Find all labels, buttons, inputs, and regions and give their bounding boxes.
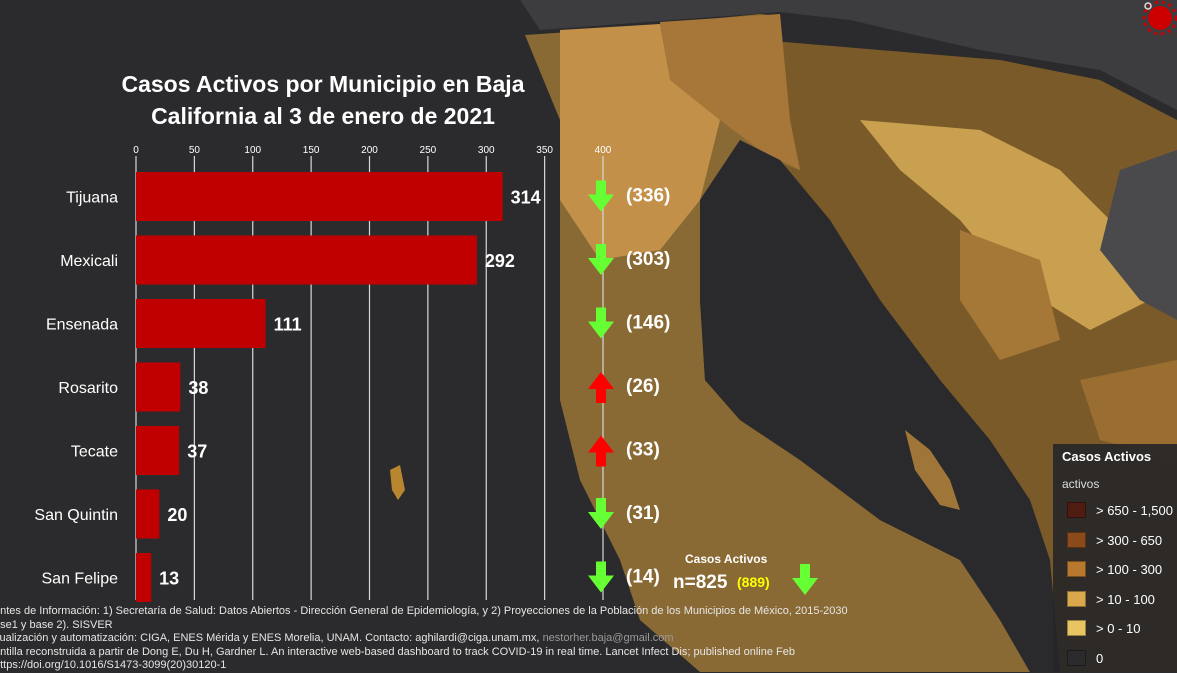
x-axis-ticks: 0 50 100 150 200 250 300 350 400 (133, 145, 612, 156)
category-label: San Quintin (34, 507, 118, 524)
data-label: 292 (485, 251, 515, 271)
legend-title: Casos Activos (1062, 449, 1152, 464)
chart-bars (136, 172, 503, 602)
previous-value-label: (14) (626, 567, 660, 588)
previous-value-label: (26) (626, 376, 660, 397)
footer-line: ase1 y base 2). SISVER (0, 618, 113, 631)
chart-title-line-1: Casos Activos por Municipio en Baja (121, 71, 525, 97)
footer-line: sualización y automatización: CIGA, ENES… (0, 632, 1000, 646)
legend-swatch (1067, 532, 1086, 548)
category-label: Tecate (71, 444, 118, 461)
legend-swatch (1067, 591, 1086, 607)
legend-item: > 100 - 300 (1067, 559, 1162, 579)
legend-item-label: > 300 - 650 (1096, 532, 1163, 548)
bar (136, 362, 181, 412)
previous-value-label: (336) (626, 186, 670, 207)
bar (136, 426, 180, 475)
trend-down-icon (588, 498, 614, 529)
total-label: Casos Activos (685, 552, 768, 566)
x-tick-label: 0 (133, 145, 139, 156)
trend-down-icon (588, 561, 614, 593)
bar (136, 172, 503, 221)
category-label: Ensenada (46, 317, 118, 334)
total-trend-down-icon (792, 564, 818, 595)
data-label: 13 (159, 569, 179, 589)
bar (136, 235, 477, 285)
x-tick-label: 100 (244, 145, 261, 156)
previous-value-label: (303) (626, 249, 670, 270)
legend-item-label: > 0 - 10 (1096, 620, 1141, 636)
footer-contact-email[interactable]: nestorher.baja@gmail.com (542, 632, 674, 644)
trend-up-icon (588, 435, 614, 467)
trend-arrows (588, 180, 614, 593)
chart-title: Casos Activos por Municipio en Baja Cali… (108, 68, 538, 132)
total-value: n=825 (673, 572, 728, 593)
legend-swatch (1067, 620, 1086, 636)
data-label: 37 (187, 442, 207, 462)
footer-line: entes de Información: 1) Secretaría de S… (0, 605, 848, 617)
legend-subtitle: activos (1062, 477, 1100, 491)
category-label: Tijuana (66, 190, 118, 207)
bar (136, 553, 152, 602)
legend-item: > 10 - 100 (1067, 589, 1155, 609)
trend-down-icon (588, 244, 614, 275)
legend-item-label: > 10 - 100 (1096, 591, 1155, 607)
x-tick-label: 150 (303, 145, 320, 156)
previous-value-label: (146) (626, 313, 670, 334)
data-label: 20 (167, 505, 187, 525)
bar (136, 489, 160, 539)
category-label: Rosarito (58, 380, 118, 397)
previous-value-labels: (336) (303) (146) (26) (33) (31) (14) (626, 186, 670, 588)
legend-item: > 300 - 650 (1067, 530, 1162, 550)
previous-value-label: (33) (626, 440, 660, 461)
legend-item-label: > 100 - 300 (1096, 561, 1163, 577)
source-footer: entes de Información: 1) Secretaría de S… (0, 605, 1000, 673)
total-previous: (889) (737, 574, 770, 590)
map-legend: Casos Activos activos > 650 - 1,500 > 30… (1053, 444, 1177, 672)
data-label: 38 (188, 378, 208, 398)
data-label: 314 (511, 188, 541, 208)
x-tick-label: 400 (595, 145, 612, 156)
legend-swatch (1067, 502, 1086, 518)
category-label: Mexicali (60, 253, 118, 270)
trend-down-icon (588, 180, 614, 212)
legend-item: 0 (1067, 648, 1103, 668)
legend-swatch (1067, 561, 1086, 577)
virus-logo-icon (1142, 0, 1177, 36)
footer-contact[interactable]: sualización y automatización: CIGA, ENES… (0, 632, 540, 644)
x-tick-label: 200 (361, 145, 378, 156)
x-tick-label: 300 (478, 145, 495, 156)
legend-swatch (1067, 650, 1086, 666)
legend-item-label: > 650 - 1,500 (1096, 502, 1173, 518)
legend-item-label: 0 (1096, 650, 1104, 666)
category-labels: Tijuana Mexicali Ensenada Rosarito Tecate San… (34, 190, 118, 588)
x-tick-label: 350 (536, 145, 553, 156)
bar (136, 299, 266, 348)
previous-value-label: (31) (626, 503, 660, 524)
chart-title-line-2: California al 3 de enero de 2021 (151, 103, 495, 129)
x-tick-label: 50 (189, 145, 201, 156)
total-summary: Casos Activos n=825 (889) (673, 552, 818, 595)
legend-item: > 650 - 1,500 (1067, 500, 1173, 520)
total-trend-down-icon (792, 564, 818, 595)
data-label: 111 (274, 315, 302, 335)
footer-line: antilla reconstruida a partir de Dong E,… (0, 645, 795, 658)
category-label: San Felipe (42, 571, 119, 588)
trend-up-icon (588, 372, 614, 403)
x-tick-label: 250 (420, 145, 437, 156)
footer-line[interactable]: https://doi.org/10.1016/S1473-3099(20)30… (0, 659, 227, 671)
trend-down-icon (588, 307, 614, 339)
value-labels: 314 292 111 38 37 20 13 (159, 188, 540, 589)
legend-item: > 0 - 10 (1067, 618, 1140, 638)
